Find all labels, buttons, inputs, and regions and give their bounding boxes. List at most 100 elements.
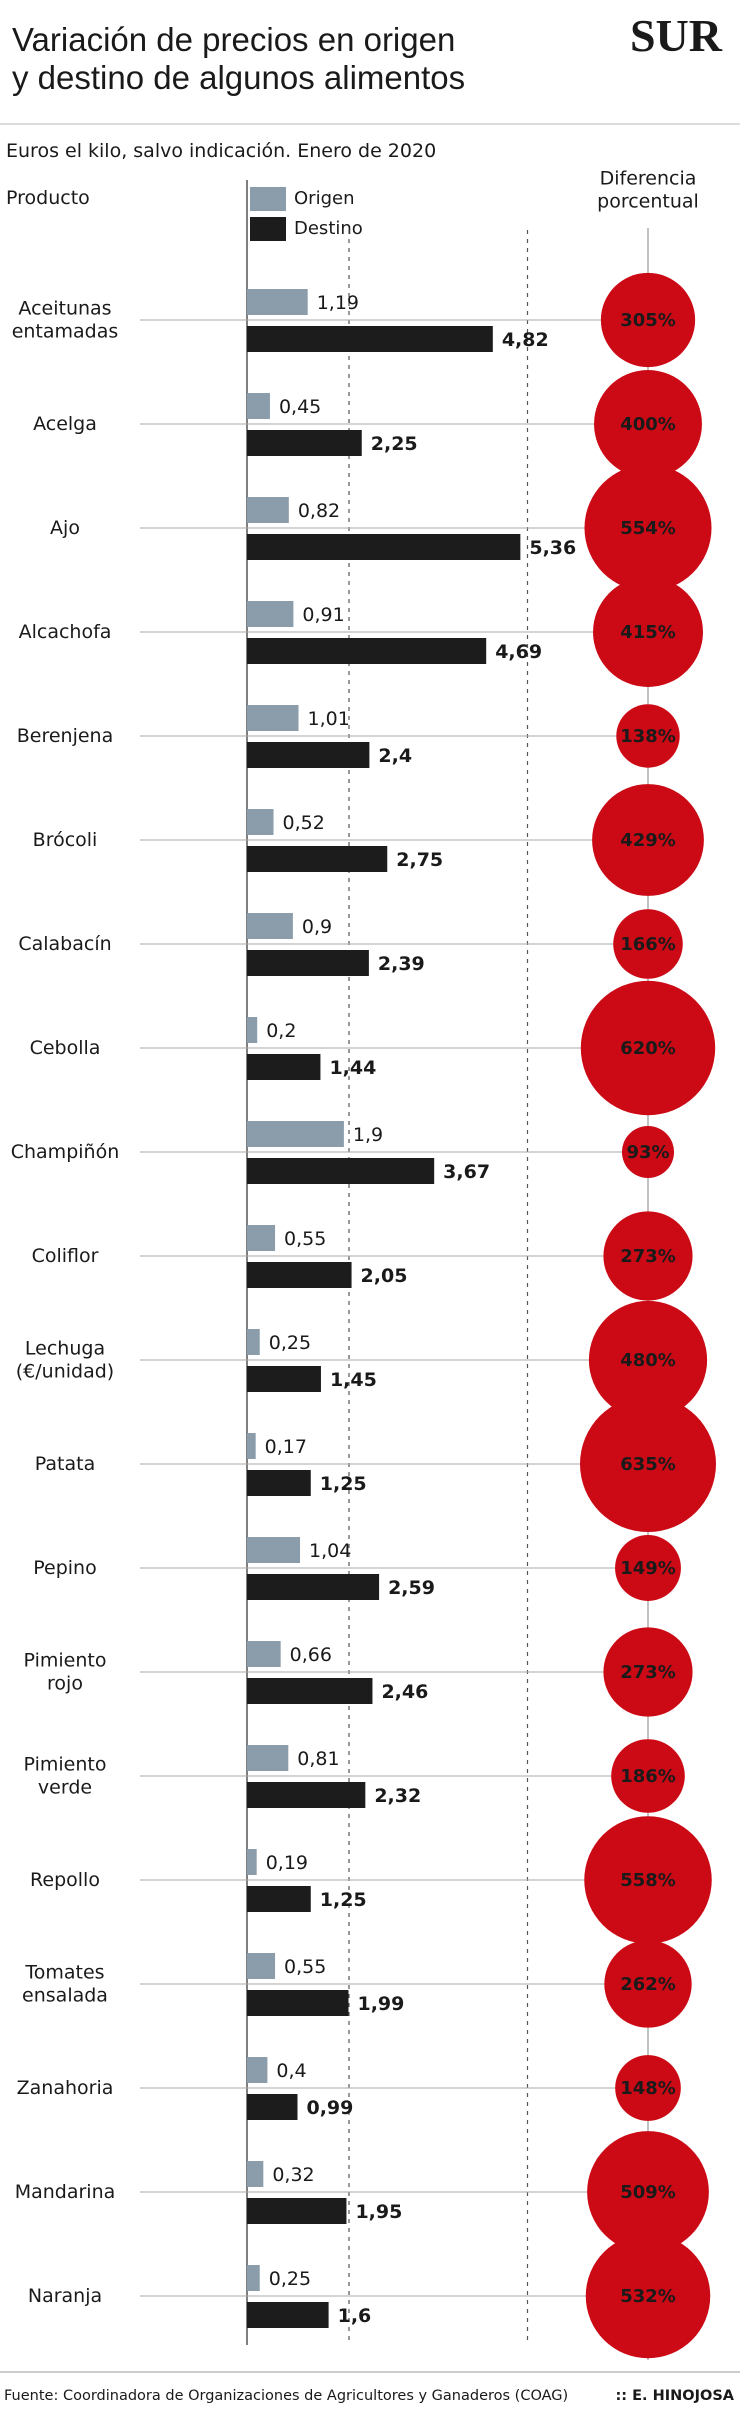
bar: [247, 1225, 276, 1251]
difference-bubble: [611, 1739, 685, 1813]
difference-label: 620%: [620, 1038, 676, 1059]
value-label: 3,67: [443, 1161, 490, 1183]
difference-label: 558%: [620, 1870, 676, 1891]
category-label: Calabacín: [18, 933, 111, 955]
value-label: 0,45: [279, 396, 321, 418]
difference-label: 138%: [620, 726, 676, 747]
category-label: Cebolla: [30, 1037, 101, 1059]
bar: [247, 1017, 258, 1043]
bar: [247, 846, 388, 872]
value-label: 1,25: [320, 1473, 367, 1495]
value-label: 5,36: [529, 537, 576, 559]
category-label: Patata: [35, 1453, 95, 1475]
category-header: Producto: [6, 187, 90, 209]
category-label: Lechuga (€/unidad): [16, 1337, 114, 1382]
value-label: 1,19: [317, 292, 359, 314]
value-label: 1,25: [320, 1889, 367, 1911]
bar: [247, 705, 299, 731]
value-label: 4,69: [495, 641, 542, 663]
value-label: 2,25: [371, 433, 418, 455]
difference-label: 166%: [620, 934, 676, 955]
value-label: 1,44: [329, 1057, 376, 1079]
bar: [247, 2302, 329, 2328]
bar: [247, 1782, 366, 1808]
difference-bubble: [592, 784, 704, 896]
difference-header: Diferencia porcentual: [597, 167, 699, 212]
difference-label: 148%: [620, 2078, 676, 2099]
difference-label: 429%: [620, 830, 676, 851]
bar: [247, 2094, 298, 2120]
value-label: 0,32: [272, 2164, 314, 2186]
bar: [247, 1678, 373, 1704]
difference-label: 480%: [620, 1350, 676, 1371]
difference-bubble: [603, 1627, 693, 1717]
difference-label: 262%: [620, 1974, 676, 1995]
bar: [247, 1849, 257, 1875]
bar: [247, 430, 362, 456]
difference-bubble: [613, 909, 683, 979]
bar: [247, 1641, 281, 1667]
value-label: 0,66: [290, 1644, 332, 1666]
value-label: 2,39: [378, 953, 425, 975]
category-label: Pimiento rojo: [24, 1649, 107, 1694]
bar: [247, 1366, 321, 1392]
bar: [247, 1433, 256, 1459]
legend-label: Destino: [294, 218, 363, 239]
difference-bubble: [603, 1211, 693, 1301]
category-label: Alcachofa: [19, 621, 112, 643]
value-label: 0,52: [283, 812, 325, 834]
value-label: 0,25: [269, 1332, 311, 1354]
value-label: 0,82: [298, 500, 340, 522]
difference-bubble: [584, 464, 712, 592]
value-label: 2,4: [378, 745, 412, 767]
category-label: Champiñón: [11, 1141, 120, 1163]
bar: [247, 913, 293, 939]
chart-title: Variación de precios en origen y destino …: [12, 21, 465, 96]
credit: :: E. HINOJOSA: [616, 2388, 735, 2404]
value-label: 0,9: [302, 916, 332, 938]
bar: [247, 1745, 289, 1771]
bar: [247, 809, 274, 835]
bar: [247, 2161, 264, 2187]
difference-bubble: [604, 1940, 692, 2028]
value-label: 1,6: [338, 2305, 372, 2327]
value-label: 1,45: [330, 1369, 377, 1391]
difference-bubble: [587, 2131, 709, 2253]
difference-bubble: [585, 2233, 711, 2359]
bar: [247, 1054, 321, 1080]
difference-label: 149%: [620, 1558, 676, 1579]
category-label: Mandarina: [15, 2181, 116, 2203]
bar: [247, 1262, 352, 1288]
category-label: Pepino: [33, 1557, 96, 1579]
category-label: Naranja: [28, 2285, 102, 2307]
difference-label: 400%: [620, 414, 676, 435]
difference-bubble: [593, 577, 703, 687]
value-label: 0,81: [297, 1748, 339, 1770]
logo: SUR: [630, 10, 723, 61]
value-label: 0,4: [276, 2060, 306, 2082]
difference-label: 554%: [620, 518, 676, 539]
bar: [247, 534, 521, 560]
difference-bubble: [600, 272, 696, 368]
difference-label: 273%: [620, 1246, 676, 1267]
value-label: 2,32: [374, 1785, 421, 1807]
legend-label: Origen: [294, 188, 354, 209]
difference-bubble: [588, 1300, 708, 1420]
category-label: Brócoli: [33, 829, 98, 851]
category-label: Coliflor: [32, 1245, 99, 1267]
bar: [247, 1158, 435, 1184]
category-label: Berenjena: [17, 725, 114, 747]
bar: [247, 1886, 311, 1912]
category-label: Zanahoria: [17, 2077, 114, 2099]
value-label: 1,95: [355, 2201, 402, 2223]
bar: [247, 2057, 268, 2083]
difference-bubble: [621, 1125, 675, 1179]
difference-label: 635%: [620, 1454, 676, 1475]
difference-label: 186%: [620, 1766, 676, 1787]
value-label: 2,59: [388, 1577, 435, 1599]
value-label: 0,2: [266, 1020, 296, 1042]
value-label: 0,55: [284, 1956, 326, 1978]
bar: [247, 289, 308, 315]
value-label: 0,55: [284, 1228, 326, 1250]
